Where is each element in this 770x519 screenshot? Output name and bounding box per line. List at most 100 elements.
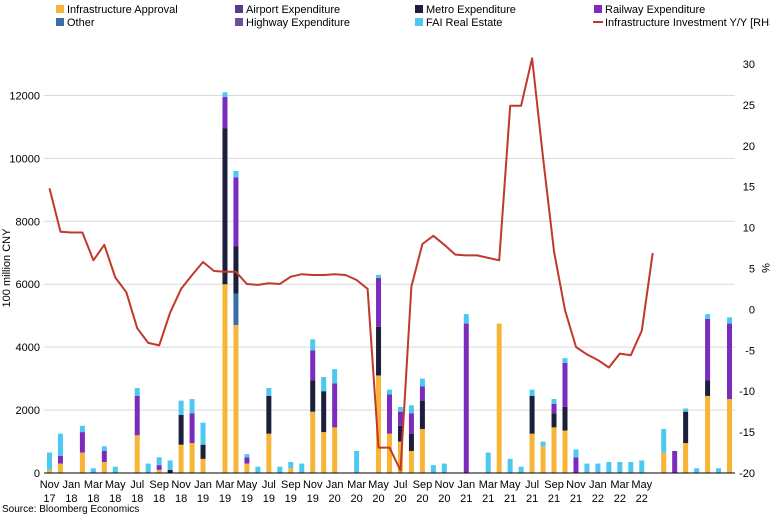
- bar-segment-infrastructure-approval: [551, 427, 557, 473]
- bar-segment-railway-expenditure: [573, 457, 579, 473]
- bar-segment-other: [233, 293, 239, 326]
- bar-segment-infrastructure-approval: [134, 435, 140, 473]
- source-note: Source: Bloomberg Economics: [2, 504, 139, 515]
- legend-swatch: [235, 18, 243, 26]
- y-tick-label: 12000: [9, 90, 40, 102]
- bar-segment-fai-real-estate: [376, 274, 382, 278]
- x-tick-month: Jul: [262, 479, 276, 491]
- x-tick-month: Jan: [457, 479, 475, 491]
- y2-tick-label: 5: [749, 264, 755, 276]
- legend-label: Railway Expenditure: [605, 4, 705, 16]
- bar-segment-infrastructure-approval: [376, 375, 382, 473]
- x-tick-month: Jan: [63, 479, 81, 491]
- bars: [46, 92, 733, 473]
- bar-segment-infrastructure-approval: [529, 433, 535, 473]
- x-tick-month: May: [500, 479, 521, 491]
- x-tick-year: 21: [526, 493, 538, 505]
- y2-tick-label: 20: [743, 141, 755, 153]
- bar-segment-metro-expenditure: [266, 395, 272, 434]
- bar-segment-metro-expenditure: [200, 444, 206, 459]
- x-tick-year: 21: [482, 493, 494, 505]
- bar-segment-fai-real-estate: [299, 463, 305, 473]
- x-tick-month: Sep: [544, 479, 564, 491]
- y-tick-label: 4000: [16, 342, 40, 354]
- y2-tick-label: -10: [739, 386, 755, 398]
- legend-swatch: [415, 5, 423, 13]
- bar-segment-railway-expenditure: [79, 432, 85, 453]
- y-axis-label: 100 million CNY: [1, 228, 13, 308]
- bar-segment-railway-expenditure: [672, 450, 678, 473]
- x-tick-year: 18: [153, 493, 165, 505]
- x-tick-month: May: [105, 479, 126, 491]
- bar-segment-infrastructure-approval: [156, 469, 162, 473]
- bar-segment-metro-expenditure: [529, 395, 535, 434]
- x-tick-year: 18: [131, 493, 143, 505]
- x-tick-year: 18: [175, 493, 187, 505]
- x-tick-month: Mar: [215, 479, 234, 491]
- bar-segment-infrastructure-approval: [683, 443, 689, 473]
- x-tick-month: Jul: [130, 479, 144, 491]
- bar-segment-fai-real-estate: [145, 463, 151, 473]
- x-tick-month: Mar: [84, 479, 103, 491]
- legend-label: FAI Real Estate: [426, 17, 502, 29]
- bar-segment-metro-expenditure: [167, 469, 173, 473]
- x-tick-year: 20: [416, 493, 428, 505]
- y2-tick-label: 0: [749, 304, 755, 316]
- x-tick-year: 21: [504, 493, 516, 505]
- bar-segment-fai-real-estate: [584, 463, 590, 473]
- y-tick-label: 2000: [16, 405, 40, 417]
- bar-segment-fai-real-estate: [683, 408, 689, 412]
- bar-segment-infrastructure-approval: [222, 284, 228, 473]
- x-tick-year: 20: [372, 493, 384, 505]
- x-tick-year: 19: [285, 493, 297, 505]
- bar-segment-fai-real-estate: [507, 458, 513, 473]
- bar-segment-infrastructure-approval: [387, 433, 392, 473]
- bar-segment-fai-real-estate: [354, 450, 360, 473]
- bar-segment-fai-real-estate: [705, 314, 711, 319]
- x-tick-year: 18: [109, 493, 121, 505]
- bar-segment-fai-real-estate: [485, 452, 491, 473]
- bar-segment-fai-real-estate: [57, 433, 63, 456]
- x-tick-month: Jul: [393, 479, 407, 491]
- bar-segment-fai-real-estate: [244, 454, 250, 458]
- x-tick-year: 21: [548, 493, 560, 505]
- bar-segment-infrastructure-approval: [266, 433, 272, 473]
- x-tick-month: Mar: [347, 479, 366, 491]
- x-tick-month: Nov: [40, 479, 60, 491]
- bar-segment-fai-real-estate: [595, 463, 601, 473]
- legend: Infrastructure Approval Airport Expenditu…: [56, 4, 770, 29]
- x-tick-month: Sep: [413, 479, 433, 491]
- legend-label: Other: [67, 17, 95, 29]
- bar-segment-metro-expenditure: [562, 406, 568, 431]
- bar-segment-railway-expenditure: [134, 395, 140, 436]
- y-tick-label: 0: [34, 468, 40, 480]
- bar-segment-fai-real-estate: [112, 466, 118, 473]
- bar-segment-infrastructure-approval: [727, 399, 733, 473]
- series-line-infrastructure-investment-yy: [48, 57, 654, 472]
- bar-segment-fai-real-estate: [310, 339, 316, 351]
- bar-segment-fai-real-estate: [189, 399, 195, 414]
- x-tick-year: 19: [197, 493, 209, 505]
- bar-segment-fai-real-estate: [419, 378, 425, 387]
- bar-segment-fai-real-estate: [716, 468, 722, 473]
- bar-segment-metro-expenditure: [397, 425, 403, 442]
- bar-segment-fai-real-estate: [255, 466, 261, 473]
- y-tick-label: 6000: [16, 279, 40, 291]
- bar-segment-railway-expenditure: [463, 323, 469, 473]
- legend-swatch: [56, 5, 64, 13]
- bar-segment-fai-real-estate: [606, 461, 612, 473]
- bar-segment-fai-real-estate: [101, 446, 107, 451]
- bar-segment-railway-expenditure: [387, 394, 392, 434]
- x-tick-year: 21: [460, 493, 472, 505]
- x-tick-year: 17: [43, 493, 55, 505]
- bar-segment-fai-real-estate: [277, 466, 283, 473]
- bar-segment-fai-real-estate: [694, 468, 700, 473]
- legend-swatch: [235, 5, 243, 13]
- bar-segment-fai-real-estate: [332, 369, 338, 384]
- x-tick-month: May: [368, 479, 389, 491]
- y2-tick-label: 25: [743, 100, 755, 112]
- bar-segment-infrastructure-approval: [321, 432, 327, 473]
- legend-label: Highway Expenditure: [246, 17, 350, 29]
- y-tick-label: 10000: [9, 153, 40, 165]
